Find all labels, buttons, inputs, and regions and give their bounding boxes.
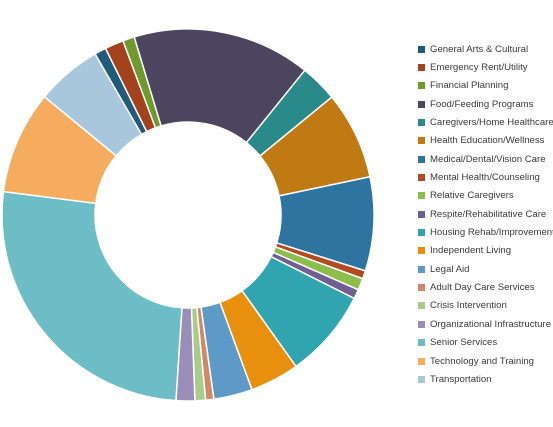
legend-label: Caregivers/Home Healthcare — [430, 117, 553, 129]
legend-swatch — [418, 100, 425, 108]
donut-plot — [1, 28, 375, 402]
legend-swatch — [418, 210, 425, 218]
legend-item: Senior Services — [418, 334, 553, 352]
legend-label: Senior Services — [430, 337, 498, 349]
legend-item: Housing Rehab/Improvement — [418, 223, 553, 241]
legend-label: Organizational Infrastructure — [430, 318, 552, 330]
legend-item: Independent Living — [418, 242, 553, 260]
legend-label: Food/Feeding Programs — [430, 98, 534, 110]
legend-item: Organizational Infrastructure — [418, 315, 553, 333]
legend-swatch — [418, 137, 425, 145]
legend-swatch — [418, 339, 425, 347]
legend-label: Relative Caregivers — [430, 190, 514, 202]
legend-item: Transportation — [418, 370, 553, 388]
legend-swatch — [418, 375, 425, 383]
legend-swatch — [418, 155, 425, 163]
legend-label: Health Education/Wellness — [430, 135, 545, 147]
slice-transportation — [43, 52, 143, 157]
legend-swatch — [418, 64, 425, 72]
legend-swatch — [418, 320, 425, 328]
legend-swatch — [418, 229, 425, 237]
legend-label: Legal Aid — [430, 263, 470, 275]
legend-item: Respite/Rehabilitative Care — [418, 205, 553, 223]
legend-item: Crisis Intervention — [418, 297, 553, 315]
legend-item: Financial Planning — [418, 77, 553, 95]
legend-item: Legal Aid — [418, 260, 553, 278]
legend-label: Transportation — [430, 373, 492, 385]
legend-label: Mental Health/Counseling — [430, 172, 540, 184]
legend-item: Mental Health/Counseling — [418, 168, 553, 186]
legend-label: Crisis Intervention — [430, 300, 507, 312]
legend-swatch — [418, 45, 425, 53]
legend-label: Housing Rehab/Improvement — [430, 227, 553, 239]
legend-label: Technology and Training — [430, 355, 535, 367]
legend-swatch — [418, 247, 425, 255]
legend-item: Medical/Dental/Vision Care — [418, 150, 553, 168]
legend-label: Respite/Rehabilitative Care — [430, 208, 547, 220]
legend-item: Caregivers/Home Healthcare — [418, 113, 553, 131]
legend-label: Financial Planning — [430, 80, 509, 92]
legend-item: General Arts & Cultural — [418, 40, 553, 58]
legend-item: Relative Caregivers — [418, 187, 553, 205]
legend-swatch — [418, 265, 425, 273]
legend-swatch — [418, 357, 425, 365]
legend-swatch — [418, 119, 425, 127]
slice-senior-services — [1, 190, 183, 402]
legend-item: Emergency Rent/Utility — [418, 58, 553, 76]
legend-item: Adult Day Care Services — [418, 278, 553, 296]
legend-swatch — [418, 302, 425, 310]
legend-label: Independent Living — [430, 245, 512, 257]
legend-label: General Arts & Cultural — [430, 43, 529, 55]
legend-item: Food/Feeding Programs — [418, 95, 553, 113]
legend-label: Adult Day Care Services — [430, 282, 535, 294]
legend-label: Emergency Rent/Utility — [430, 62, 528, 74]
chart-legend: General Arts & Cultural Emergency Rent/Ut… — [418, 40, 553, 389]
legend-swatch — [418, 284, 425, 292]
legend-swatch — [418, 82, 425, 90]
legend-item: Technology and Training — [418, 352, 553, 370]
legend-item: Health Education/Wellness — [418, 132, 553, 150]
legend-label: Medical/Dental/Vision Care — [430, 153, 546, 165]
legend-swatch — [418, 192, 425, 200]
legend-swatch — [418, 174, 425, 182]
